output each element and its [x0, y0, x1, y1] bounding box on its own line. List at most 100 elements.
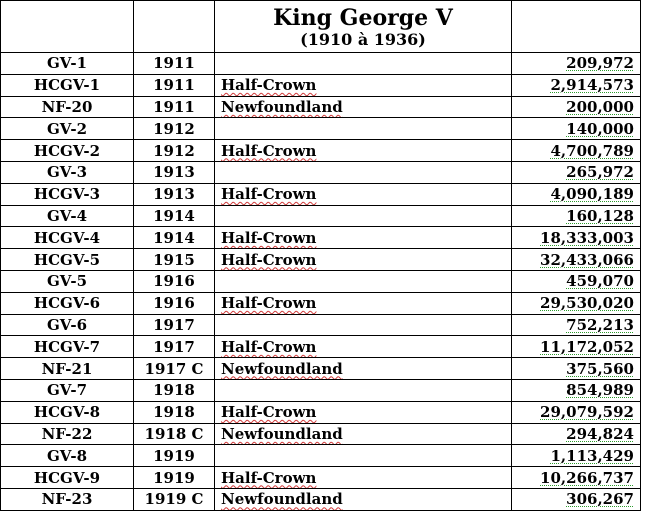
mintage-cell: 4,700,789 [511, 139, 641, 162]
coin-code-cell: HCGV-5 [0, 248, 134, 271]
mintage-value: 209,972 [566, 54, 634, 73]
mintage-value: 200,000 [566, 97, 634, 116]
mintage-value: 11,172,052 [540, 337, 634, 356]
mintage-value: 306,267 [566, 490, 634, 509]
table-row: HCGV-3 1913 Half-Crown 4,090,189 [0, 182, 641, 206]
coin-year-cell: 1913 [133, 182, 215, 206]
mintage-value: 32,433,066 [540, 250, 634, 269]
page-subtitle: (1910 à 1936) [300, 29, 426, 49]
mintage-cell: 294,824 [511, 422, 641, 446]
coin-type-cell: Half-Crown [214, 139, 512, 162]
table-row: GV-8 1919 1,113,429 [0, 444, 641, 468]
coin-type-label: Half-Crown [221, 76, 317, 95]
mintage-cell: 265,972 [511, 160, 641, 184]
coin-type-cell [214, 160, 512, 184]
coin-type-label: Newfoundland [221, 97, 343, 116]
table-row: NF-23 1919 C Newfoundland 306,267 [0, 487, 641, 511]
coin-year-cell: 1918 C [133, 422, 215, 446]
coin-type-cell [214, 204, 512, 228]
coin-year-cell: 1916 [133, 291, 215, 315]
coin-type-label: Half-Crown [221, 141, 317, 160]
coin-year-cell: 1919 [133, 466, 215, 489]
coin-type-cell [214, 52, 512, 75]
table-row: GV-5 1916 459,070 [0, 269, 641, 293]
coin-code-cell: HCGV-6 [0, 291, 134, 315]
coin-type-cell: Half-Crown [214, 226, 512, 250]
mintage-cell: 4,090,189 [511, 182, 641, 206]
mintage-cell: 29,530,020 [511, 291, 641, 315]
header-cell-title: King George V (1910 à 1936) [214, 0, 512, 53]
mintage-value: 375,560 [566, 359, 634, 378]
coin-code-cell: NF-23 [0, 487, 134, 511]
mintage-value: 4,090,189 [550, 185, 634, 204]
coin-year-cell: 1919 [133, 444, 215, 468]
mintage-value: 752,213 [566, 315, 634, 334]
table-row: NF-21 1917 C Newfoundland 375,560 [0, 357, 641, 380]
coin-code-cell: HCGV-9 [0, 466, 134, 489]
coin-year-cell: 1914 [133, 226, 215, 250]
coin-code-cell: HCGV-4 [0, 226, 134, 250]
coin-type-cell: Newfoundland [214, 422, 512, 446]
coin-type-label: Newfoundland [221, 359, 343, 378]
table-row: GV-4 1914 160,128 [0, 204, 641, 228]
coin-type-label: Half-Crown [221, 403, 317, 422]
header-cell-code [0, 0, 134, 53]
table-row: GV-6 1917 752,213 [0, 313, 641, 337]
coin-year-cell: 1918 [133, 400, 215, 424]
mintage-value: 294,824 [566, 424, 634, 443]
coin-year-cell: 1919 C [133, 487, 215, 511]
coin-type-cell: Half-Crown [214, 335, 512, 359]
coin-type-label: Newfoundland [221, 490, 343, 509]
table-row: HCGV-8 1918 Half-Crown 29,079,592 [0, 400, 641, 424]
mintage-cell: 10,266,737 [511, 466, 641, 489]
coin-type-cell [214, 444, 512, 468]
mintage-value: 854,989 [566, 381, 634, 400]
mintage-cell: 375,560 [511, 357, 641, 380]
table-row: HCGV-6 1916 Half-Crown 29,530,020 [0, 291, 641, 315]
coin-type-cell: Half-Crown [214, 73, 512, 97]
coin-type-label: Half-Crown [221, 294, 317, 313]
coin-type-cell [214, 378, 512, 402]
mintage-cell: 11,172,052 [511, 335, 641, 359]
coin-code-cell: NF-22 [0, 422, 134, 446]
mintage-cell: 18,333,003 [511, 226, 641, 250]
coin-type-cell: Half-Crown [214, 466, 512, 489]
coin-code-cell: GV-3 [0, 160, 134, 184]
coin-year-cell: 1911 [133, 52, 215, 75]
coin-year-cell: 1917 [133, 313, 215, 337]
coin-year-cell: 1916 [133, 269, 215, 293]
coin-code-cell: HCGV-3 [0, 182, 134, 206]
table-row: HCGV-5 1915 Half-Crown 32,433,066 [0, 248, 641, 271]
mintage-cell: 306,267 [511, 487, 641, 511]
table-row: NF-20 1911 Newfoundland 200,000 [0, 95, 641, 119]
mintage-value: 4,700,789 [550, 141, 634, 160]
coin-type-cell: Half-Crown [214, 248, 512, 271]
coin-type-label: Half-Crown [221, 468, 317, 487]
coin-type-cell: Newfoundland [214, 487, 512, 511]
table-row: HCGV-4 1914 Half-Crown 18,333,003 [0, 226, 641, 250]
mintage-value: 459,070 [566, 272, 634, 291]
mintage-value: 265,972 [566, 163, 634, 182]
mintage-cell: 140,000 [511, 117, 641, 141]
coin-year-cell: 1911 [133, 95, 215, 119]
mintage-value: 10,266,737 [540, 468, 634, 487]
table-row: NF-22 1918 C Newfoundland 294,824 [0, 422, 641, 446]
coin-year-cell: 1914 [133, 204, 215, 228]
table-row: GV-3 1913 265,972 [0, 160, 641, 184]
mintage-value: 29,079,592 [540, 403, 634, 422]
coin-type-label: Half-Crown [221, 228, 317, 247]
table-row: GV-7 1918 854,989 [0, 378, 641, 402]
mintage-cell: 2,914,573 [511, 73, 641, 97]
mintage-cell: 459,070 [511, 269, 641, 293]
coin-code-cell: GV-7 [0, 378, 134, 402]
coin-code-cell: GV-6 [0, 313, 134, 337]
coin-type-cell [214, 269, 512, 293]
coin-year-cell: 1917 C [133, 357, 215, 380]
coin-code-cell: NF-21 [0, 357, 134, 380]
coin-code-cell: HCGV-1 [0, 73, 134, 97]
coin-year-cell: 1912 [133, 117, 215, 141]
coin-code-cell: HCGV-8 [0, 400, 134, 424]
mintage-cell: 752,213 [511, 313, 641, 337]
table-row: HCGV-9 1919 Half-Crown 10,266,737 [0, 466, 641, 489]
